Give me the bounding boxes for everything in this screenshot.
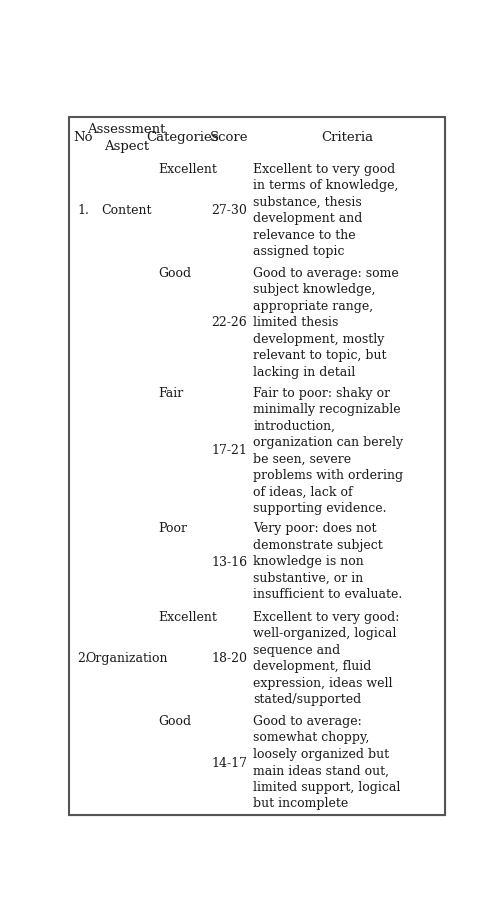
Text: Good: Good [158, 267, 191, 280]
Bar [249, 518, 445, 606]
Bar [249, 263, 445, 383]
Bar [97, 159, 155, 606]
Bar [249, 606, 445, 711]
Text: Good to average: some
subject knowledge,
appropriate range,
limited thesis
devel: Good to average: some subject knowledge,… [253, 267, 399, 378]
Bar [210, 117, 249, 159]
Text: Excellent to very good
in terms of knowledge,
substance, thesis
development and
: Excellent to very good in terms of knowl… [253, 162, 398, 258]
Text: Fair: Fair [158, 387, 184, 400]
Bar [210, 606, 249, 711]
Bar [210, 263, 249, 383]
Text: 27-30: 27-30 [211, 204, 247, 217]
Bar [155, 711, 210, 815]
Text: 1.: 1. [77, 204, 89, 217]
Text: 18-20: 18-20 [211, 653, 247, 665]
Text: Content: Content [101, 204, 151, 217]
Text: 14-17: 14-17 [211, 757, 247, 770]
Text: Fair to poor: shaky or
minimally recognizable
introduction,
organization can ber: Fair to poor: shaky or minimally recogni… [253, 387, 403, 515]
Bar [249, 117, 445, 159]
Bar [155, 606, 210, 711]
Bar [210, 383, 249, 518]
Text: No: No [73, 131, 93, 144]
Bar [210, 159, 249, 263]
Bar [69, 159, 97, 606]
Bar [155, 117, 210, 159]
Bar [97, 117, 155, 159]
Bar [155, 263, 210, 383]
Bar [155, 518, 210, 606]
Text: Criteria: Criteria [321, 131, 373, 144]
Bar [249, 383, 445, 518]
Bar [155, 159, 210, 263]
Bar [97, 606, 155, 815]
Text: 13-16: 13-16 [211, 556, 247, 569]
Bar [210, 711, 249, 815]
Text: 22-26: 22-26 [211, 317, 247, 330]
Bar [69, 117, 97, 159]
Text: Score: Score [210, 131, 249, 144]
Text: Excellent to very good:
well-organized, logical
sequence and
development, fluid
: Excellent to very good: well-organized, … [253, 611, 399, 706]
Text: Poor: Poor [158, 522, 187, 535]
Bar [69, 606, 97, 815]
Text: Organization: Organization [85, 653, 167, 665]
Text: 17-21: 17-21 [211, 444, 247, 457]
Bar [155, 383, 210, 518]
Text: 2.: 2. [77, 653, 89, 665]
Bar [210, 518, 249, 606]
Text: Assessment
Aspect: Assessment Aspect [87, 123, 165, 152]
Text: Excellent: Excellent [158, 162, 217, 175]
Bar [249, 711, 445, 815]
Text: Very poor: does not
demonstrate subject
knowledge is non
substantive, or in
insu: Very poor: does not demonstrate subject … [253, 522, 402, 601]
Text: Categories: Categories [146, 131, 219, 144]
Text: Good to average:
somewhat choppy,
loosely organized but
main ideas stand out,
li: Good to average: somewhat choppy, loosel… [253, 715, 400, 810]
Text: Good: Good [158, 715, 191, 728]
Text: Excellent: Excellent [158, 611, 217, 624]
Bar [249, 159, 445, 263]
